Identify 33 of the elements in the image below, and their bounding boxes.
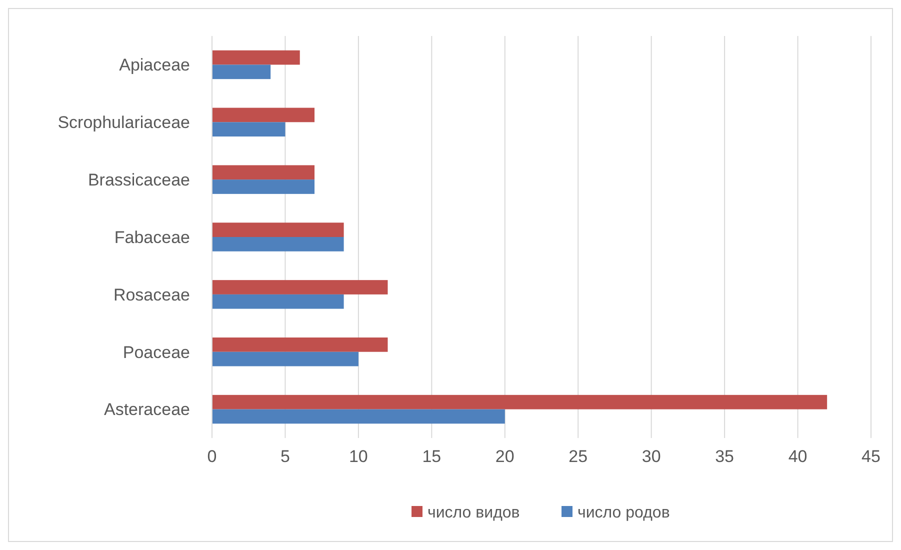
x-tick-label: 15 (422, 447, 442, 466)
bar (212, 394, 828, 410)
x-tick-label: 30 (642, 447, 661, 466)
bar (212, 409, 505, 424)
y-tick-label: Asteraceae (104, 400, 190, 420)
y-tick-label: Scrophulariaceae (58, 113, 190, 132)
bar (212, 108, 315, 122)
x-tick-label: 45 (862, 447, 880, 466)
x-tick-label: 20 (495, 447, 514, 466)
legend-label: число родов (578, 504, 670, 522)
bar (212, 338, 388, 352)
bar (212, 64, 271, 80)
bar (212, 237, 344, 252)
y-tick-label: Rosaceae (113, 285, 190, 304)
x-tick-label: 10 (348, 447, 368, 466)
bar (212, 122, 286, 136)
y-tick-label: Poaceae (122, 342, 190, 362)
bar (212, 180, 315, 194)
bar (212, 352, 358, 366)
bar (212, 294, 344, 309)
bar (212, 222, 344, 237)
x-tick-label: 0 (207, 447, 217, 466)
y-tick-label: Fabaceae (114, 228, 190, 247)
y-tick-label: Brassicaceae (88, 170, 190, 190)
bar (212, 165, 315, 180)
bar (212, 280, 388, 294)
x-tick-label: 5 (280, 447, 290, 466)
x-tick-label: 35 (715, 447, 734, 466)
x-tick-label: 40 (788, 447, 808, 466)
bar (212, 50, 300, 65)
legend-label: число видов (428, 504, 520, 522)
y-tick-label: Apiaceae (119, 56, 190, 75)
x-tick-label: 25 (568, 447, 588, 466)
